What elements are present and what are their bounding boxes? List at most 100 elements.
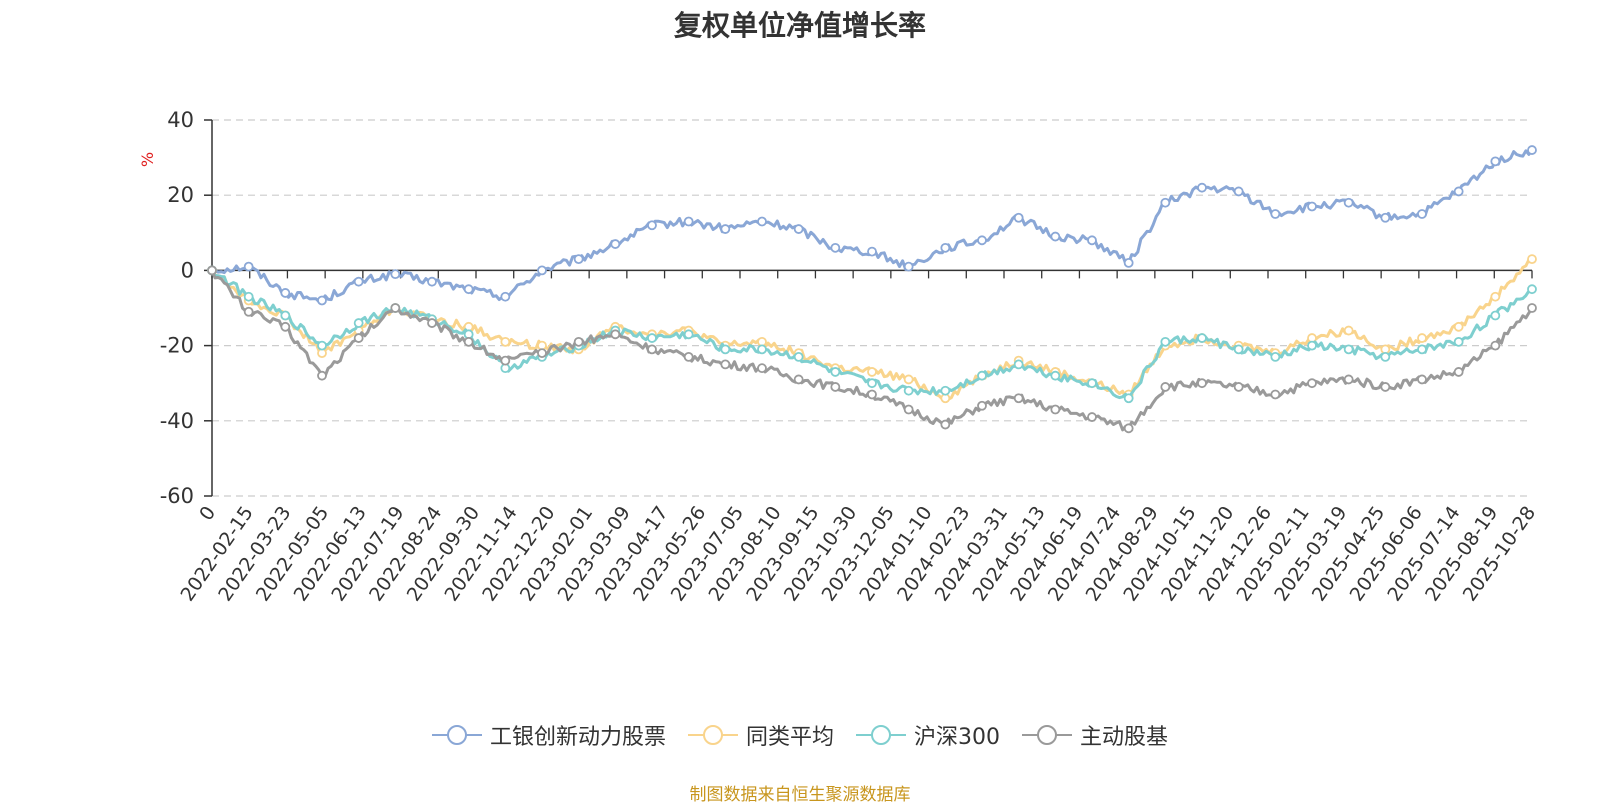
data-point: [243, 261, 254, 272]
data-point: [1087, 235, 1097, 246]
data-point: [830, 382, 841, 392]
data-point: [647, 333, 657, 343]
data-point: [463, 284, 474, 295]
data-point: [1197, 182, 1207, 193]
data-point: [243, 306, 254, 317]
data-point: [867, 367, 877, 377]
data-point: [683, 216, 694, 227]
data-point: [1490, 340, 1501, 351]
data-point: [1123, 423, 1134, 434]
data-point: [1380, 351, 1391, 362]
data-point: [1197, 378, 1207, 389]
data-point: [977, 400, 987, 411]
legend: 工银创新动力股票 同类平均 沪深300 主动股基: [0, 719, 1600, 751]
data-point: [867, 246, 877, 257]
data-point: [1527, 145, 1537, 155]
data-point: [1343, 374, 1354, 385]
data-point: [1197, 333, 1207, 343]
data-point: [940, 385, 951, 396]
data-point: [683, 351, 694, 362]
data-point: [647, 344, 657, 355]
data-point: [207, 265, 217, 276]
data-point: [353, 333, 364, 343]
data-point: [427, 318, 437, 328]
data-point: [1453, 336, 1464, 347]
data-point: [1527, 254, 1537, 265]
legend-label-fund: 工银创新动力股票: [489, 725, 666, 750]
data-point: [977, 370, 987, 381]
data-point: [610, 329, 621, 340]
data-point: [280, 288, 291, 298]
data-point: [1380, 382, 1391, 392]
data-point: [1307, 201, 1317, 212]
y-tick-label: -60: [160, 484, 194, 508]
data-point: [940, 419, 951, 430]
data-point: [280, 321, 291, 332]
data-point: [243, 291, 254, 302]
legend-item-peer-average[interactable]: 同类平均: [687, 719, 834, 751]
data-point: [500, 336, 511, 347]
data-point: [353, 276, 364, 287]
data-point: [1013, 212, 1024, 223]
data-point: [647, 220, 657, 231]
gridlines: [212, 119, 1532, 497]
data-point: [1417, 344, 1427, 355]
data-point: [610, 239, 621, 249]
line-chart: 40200-20-40-6002022-02-152022-03-232022-…: [160, 108, 1540, 605]
tick-labels: 40200-20-40-6002022-02-152022-03-232022-…: [160, 108, 1540, 605]
data-point: [1453, 367, 1464, 377]
data-point: [903, 385, 914, 396]
data-point: [317, 295, 327, 306]
y-tick-label: 40: [167, 108, 194, 132]
data-point: [1490, 156, 1501, 167]
data-point: [867, 378, 877, 389]
data-point: [280, 310, 291, 321]
data-point: [317, 370, 327, 381]
data-point: [1453, 186, 1464, 197]
data-point: [1013, 393, 1024, 404]
data-point: [1343, 344, 1354, 355]
x-tick-label: 0: [195, 502, 220, 525]
data-point: [500, 355, 511, 366]
y-tick-label: 20: [167, 183, 194, 207]
data-point: [1123, 257, 1134, 268]
data-point: [830, 367, 841, 377]
data-point: [757, 216, 767, 227]
data-point: [940, 242, 951, 253]
data-point: [1233, 382, 1244, 392]
data-point: [1453, 321, 1464, 332]
data-point: [1527, 284, 1537, 295]
data-point: [317, 340, 327, 351]
y-tick-label: -40: [160, 409, 194, 433]
data-point: [1123, 393, 1134, 404]
data-point: [867, 389, 877, 400]
legend-item-active-equity[interactable]: 主动股基: [1022, 719, 1168, 751]
data-point: [427, 276, 437, 287]
data-point: [1050, 231, 1061, 242]
data-point: [463, 336, 474, 347]
data-point: [1160, 336, 1171, 347]
legend-label-active-equity: 主动股基: [1080, 725, 1169, 750]
data-point: [793, 224, 804, 234]
axes: [204, 119, 1533, 497]
data-point: [573, 254, 584, 265]
data-point: [757, 344, 767, 355]
data-point: [1270, 209, 1281, 219]
data-point: [1380, 212, 1391, 223]
data-point: [1490, 310, 1501, 321]
data-point: [720, 359, 731, 370]
legend-item-csi300[interactable]: 沪深300: [856, 719, 1000, 751]
data-point: [1417, 374, 1427, 385]
data-point: [793, 351, 804, 362]
legend-marker-fund: [431, 725, 482, 745]
legend-item-fund[interactable]: 工银创新动力股票: [431, 719, 666, 751]
data-point: [903, 374, 914, 385]
y-tick-label: -20: [160, 334, 194, 358]
data-point: [1270, 389, 1281, 400]
data-point: [1270, 351, 1281, 362]
chart-title: 复权单位净值增长率: [673, 9, 926, 42]
data-point: [1013, 359, 1024, 370]
data-point: [537, 265, 547, 276]
data-point: [1417, 209, 1427, 219]
data-point: [1307, 378, 1317, 389]
